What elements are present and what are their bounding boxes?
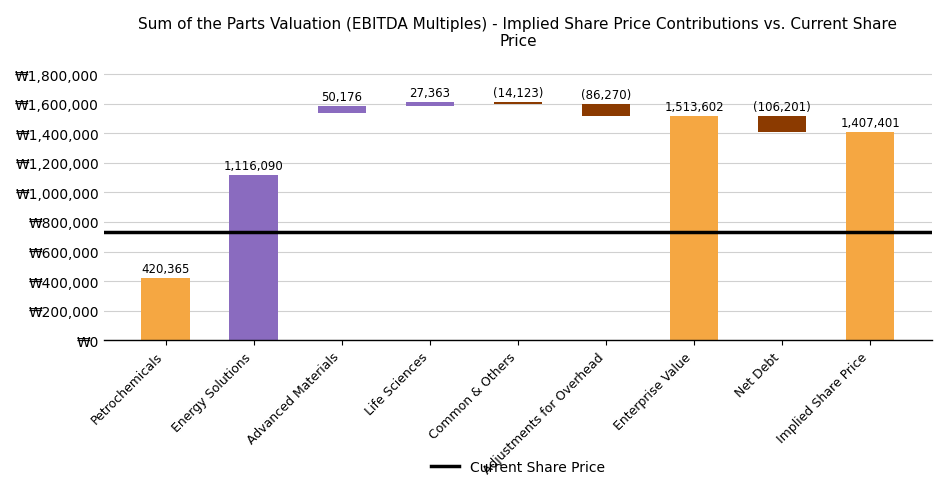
Text: (86,270): (86,270) xyxy=(581,89,631,102)
Text: 1,116,090: 1,116,090 xyxy=(223,160,283,173)
Bar xyxy=(670,117,718,341)
Bar xyxy=(141,279,189,341)
Text: (106,201): (106,201) xyxy=(753,101,811,114)
Text: (14,123): (14,123) xyxy=(492,87,543,99)
Bar xyxy=(846,133,894,341)
Title: Sum of the Parts Valuation (EBITDA Multiples) - Implied Share Price Contribution: Sum of the Parts Valuation (EBITDA Multi… xyxy=(138,17,898,49)
Bar xyxy=(493,102,542,104)
Text: 1,513,602: 1,513,602 xyxy=(664,101,724,114)
Bar xyxy=(229,176,277,341)
Bar xyxy=(581,104,630,117)
Text: 27,363: 27,363 xyxy=(409,87,451,99)
Bar xyxy=(405,102,454,106)
Bar xyxy=(758,117,806,133)
Text: 1,407,401: 1,407,401 xyxy=(840,117,900,130)
Text: 50,176: 50,176 xyxy=(321,91,363,103)
Text: 420,365: 420,365 xyxy=(141,263,189,276)
Legend: Current Share Price: Current Share Price xyxy=(425,454,611,479)
Bar xyxy=(317,106,366,114)
